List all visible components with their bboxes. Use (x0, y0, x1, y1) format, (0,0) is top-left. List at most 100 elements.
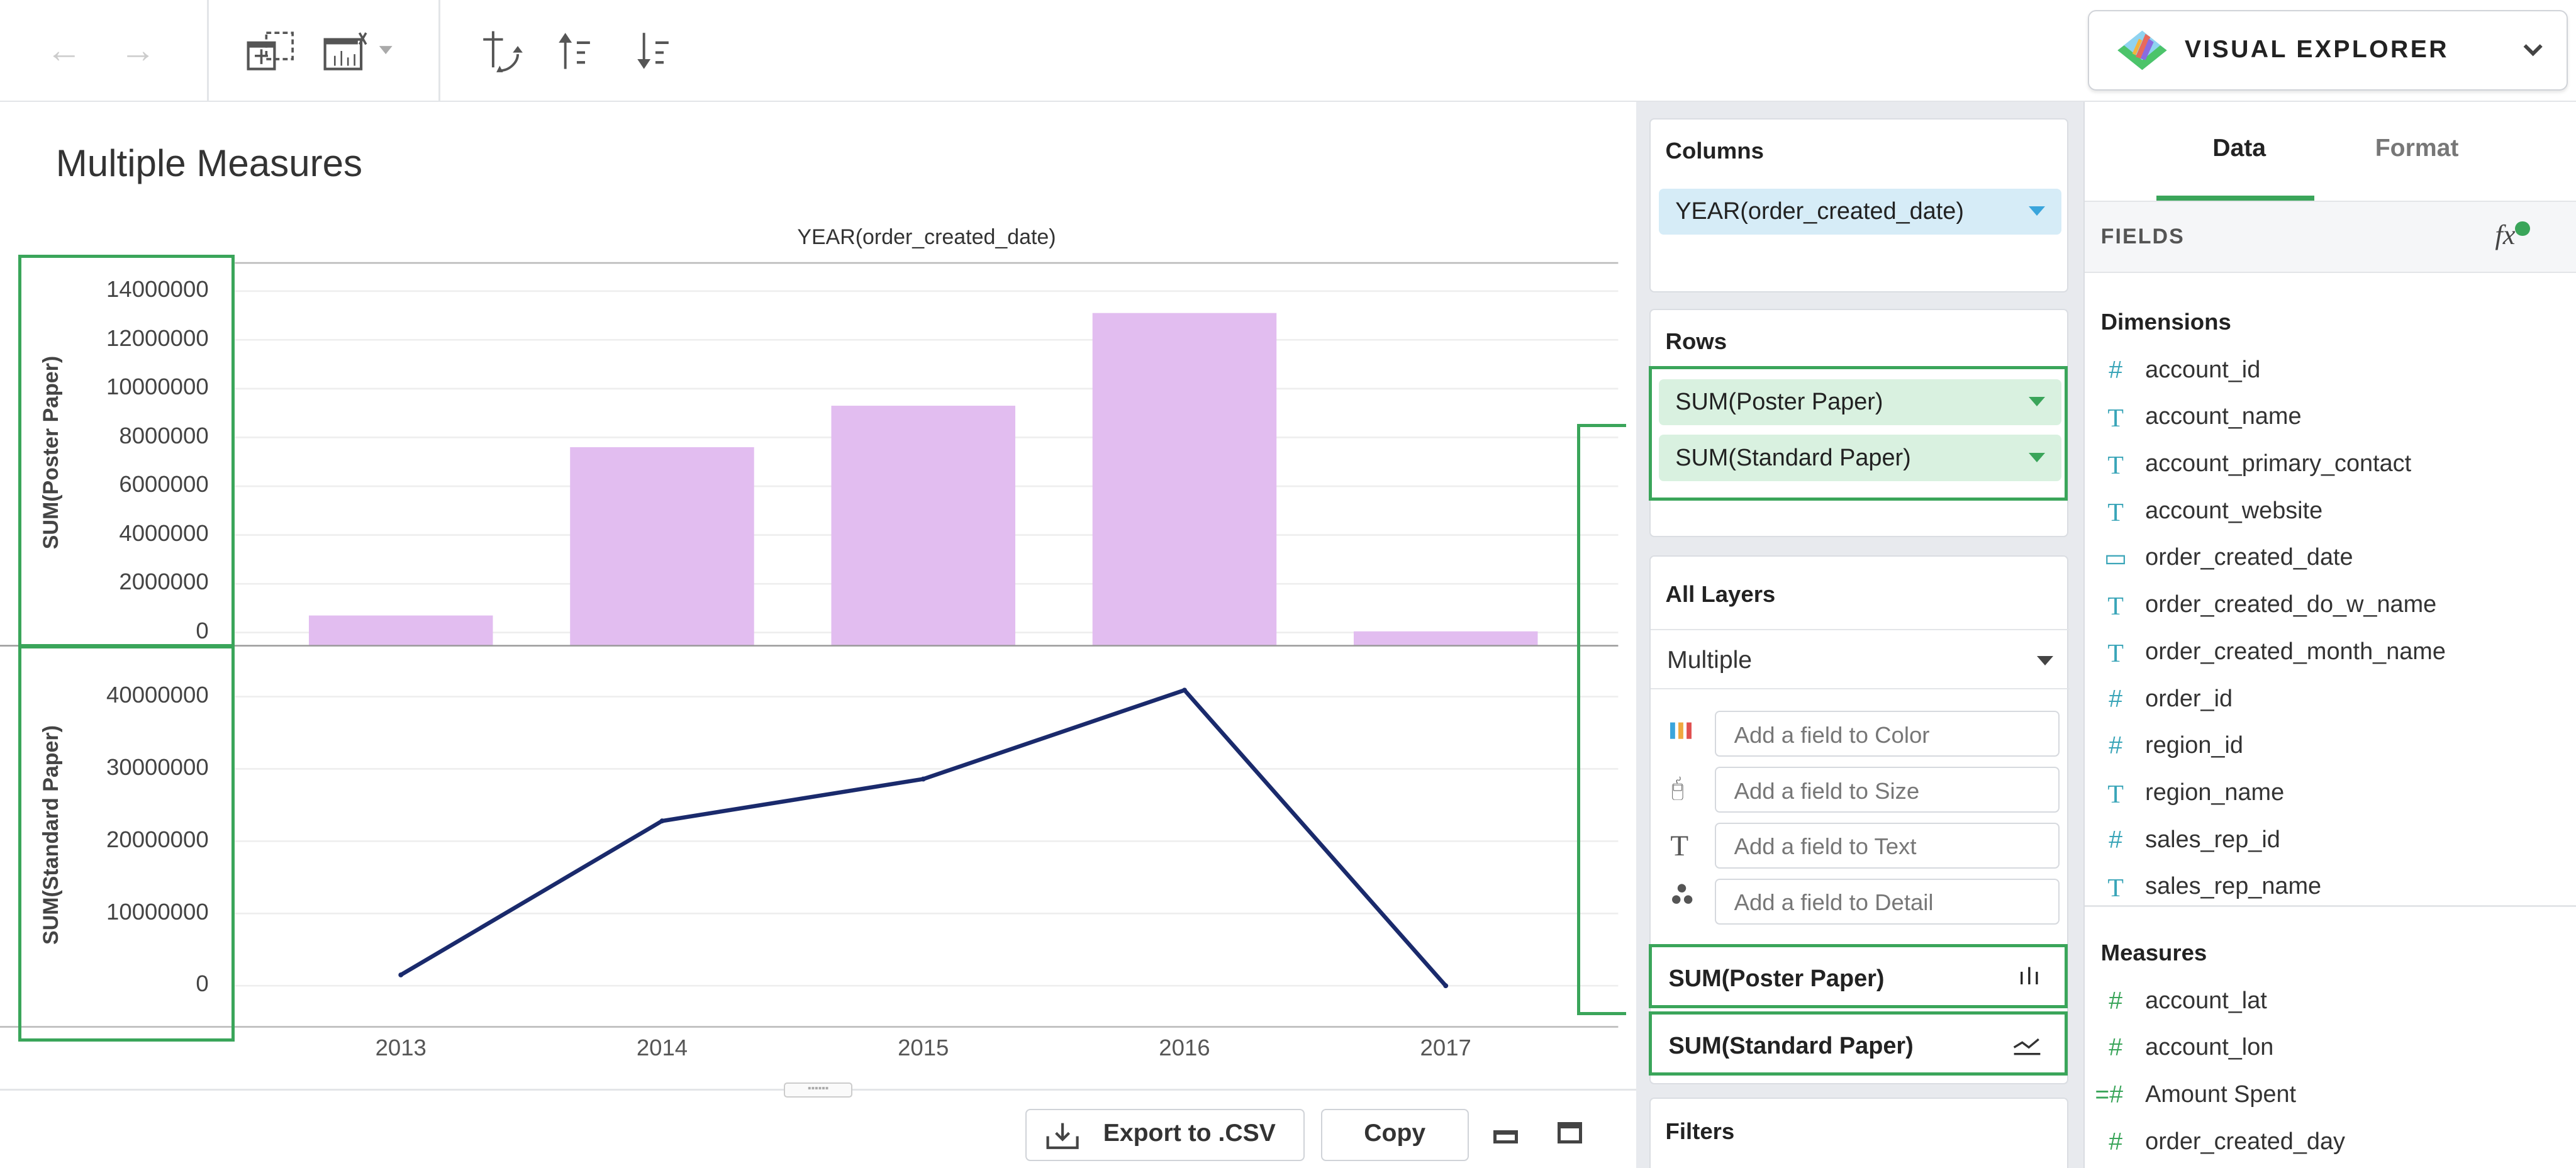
layer-standard-paper[interactable]: SUM(Standard Paper) (1649, 1011, 2068, 1076)
line-point-2014 (659, 818, 665, 823)
columns-shelf: Columns YEAR(order_created_date) (1649, 118, 2068, 292)
y-tick-label: 0 (196, 617, 209, 643)
field-name: order_created_month_name (2145, 638, 2446, 665)
column-pill[interactable]: YEAR(order_created_date) (1659, 188, 2061, 235)
arrow-right-icon[interactable]: → (120, 30, 157, 70)
row-pill[interactable]: SUM(Poster Paper) (1659, 379, 2061, 425)
mode-selector[interactable]: VISUAL EXPLORER (2088, 9, 2568, 91)
field-item[interactable]: # sales_rep_id (2085, 826, 2576, 872)
field-name: account_lon (2145, 1034, 2274, 1061)
pill-label: SUM(Poster Paper) (1675, 389, 1883, 416)
field-item[interactable]: ▭ order_created_date (2085, 544, 2576, 590)
swap-axes-icon[interactable] (480, 30, 529, 86)
rows-shelf: Rows SUM(Poster Paper) SUM(Standard Pape… (1649, 308, 2068, 537)
number-type-icon: =# (2095, 1081, 2123, 1108)
field-item[interactable]: # order_created_day (2085, 1128, 2576, 1168)
divider (438, 0, 440, 102)
field-item[interactable]: # account_lat (2085, 987, 2576, 1033)
arrow-left-icon[interactable]: ← (46, 30, 82, 70)
resize-handle[interactable]: ▪▪▪▪▪▪ (783, 1082, 853, 1098)
number-type-icon: # (2109, 826, 2123, 854)
field-item[interactable]: # account_lon (2085, 1034, 2576, 1080)
text-field-input[interactable]: Add a field to Text (1714, 822, 2060, 869)
line-point-2015 (920, 776, 926, 782)
sort-descending-icon[interactable] (634, 30, 683, 82)
filters-title: Filters (1665, 1118, 1735, 1144)
clear-chart-icon[interactable] (323, 30, 393, 82)
copy-button[interactable]: Copy (1320, 1108, 1469, 1162)
add-calculated-field-icon[interactable]: fx (2495, 218, 2530, 251)
caret-down-icon (2036, 656, 2053, 665)
y-tick-label: 20000000 (106, 826, 209, 852)
line-series (399, 687, 1447, 987)
number-type-icon: # (2109, 685, 2123, 713)
minimize-icon[interactable] (1493, 1130, 1519, 1143)
shelves-panel: Columns YEAR(order_created_date) Rows SU… (1636, 101, 2083, 1168)
field-name: account_lat (2145, 987, 2267, 1014)
size-icon: 🖯 (1670, 775, 1685, 803)
text-type-icon: T (2107, 498, 2124, 527)
bar-2017 (1353, 631, 1538, 646)
x-tick-label: 2014 (636, 1035, 688, 1061)
field-name: Amount Spent (2145, 1081, 2297, 1108)
columns-title: Columns (1665, 137, 1764, 164)
detail-field-input[interactable]: Add a field to Detail (1714, 878, 2060, 925)
field-name: order_id (2145, 685, 2233, 712)
row-pill[interactable]: SUM(Standard Paper) (1659, 435, 2061, 481)
bar-2015 (831, 405, 1015, 646)
caret-down-icon[interactable] (2028, 206, 2045, 216)
sort-ascending-icon[interactable] (555, 30, 605, 82)
caret-down-icon[interactable] (2028, 453, 2045, 462)
fields-label: FIELDS (2100, 225, 2185, 249)
field-name: order_created_do_w_name (2145, 591, 2437, 618)
highlight-box (18, 254, 235, 647)
column-header: YEAR(order_created_date) (797, 225, 1056, 249)
add-chart-icon[interactable] (247, 30, 299, 82)
chart-canvas (0, 262, 1619, 1028)
y-tick-label: 0 (196, 971, 209, 997)
y-tick-label: 30000000 (106, 754, 209, 780)
layer-label: SUM(Poster Paper) (1668, 965, 1885, 992)
caret-down-icon[interactable] (2028, 397, 2045, 406)
field-item[interactable]: # account_id (2085, 357, 2576, 403)
y-tick-label: 14000000 (106, 276, 209, 302)
color-icon (1670, 719, 1693, 747)
number-type-icon: # (2109, 732, 2123, 760)
mark-type-value: Multiple (1667, 646, 1753, 674)
text-type-icon: T (2107, 451, 2124, 481)
layer-poster-paper[interactable]: SUM(Poster Paper) ılı (1649, 944, 2068, 1008)
export-csv-button[interactable]: Export to .CSV (1025, 1108, 1305, 1162)
mode-label: VISUAL EXPLORER (2184, 35, 2449, 63)
field-name: account_website (2145, 497, 2323, 524)
chevron-down-icon[interactable] (2523, 42, 2543, 58)
filters-card: Filters (1649, 1097, 2068, 1168)
number-type-icon: # (2109, 1034, 2123, 1062)
toolbar: ← → VISUAL EXPLORER (0, 0, 2576, 102)
tab-format[interactable]: Format (2375, 135, 2459, 162)
calendar-icon: ▭ (2104, 545, 2127, 572)
color-field-input[interactable]: Add a field to Color (1714, 711, 2060, 757)
field-item[interactable]: # region_id (2085, 732, 2576, 778)
layer-label: SUM(Standard Paper) (1668, 1032, 1914, 1059)
bar-chart-icon[interactable]: ılı (2018, 964, 2042, 991)
x-tick-label: 2017 (1420, 1035, 1471, 1061)
y-tick-label: 10000000 (106, 374, 209, 400)
line-point-2017 (1443, 983, 1449, 988)
field-item[interactable]: =# Amount Spent (2085, 1081, 2576, 1127)
divider (2084, 904, 2576, 907)
field-name: order_created_day (2145, 1128, 2345, 1155)
maximize-icon[interactable] (1557, 1121, 1582, 1143)
tab-data[interactable]: Data (2212, 135, 2267, 162)
line-chart-icon[interactable] (2012, 1036, 2042, 1055)
size-field-input[interactable]: Add a field to Size (1714, 766, 2060, 813)
export-label: Export to .CSV (1103, 1120, 1276, 1147)
field-item[interactable]: # order_id (2085, 686, 2576, 731)
mark-type-select[interactable]: Multiple (1651, 628, 2070, 690)
